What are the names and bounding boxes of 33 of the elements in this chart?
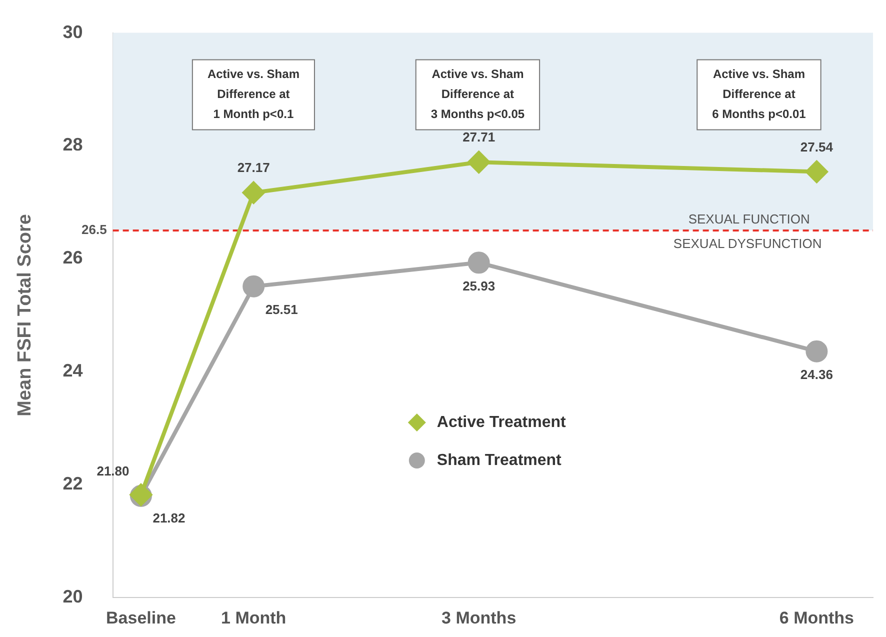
annotation: Active vs. Sham Difference at 3 Months p<0.05: [430, 67, 525, 122]
data-label: 21.82: [152, 510, 186, 526]
x-tick-label: 1 Month: [221, 608, 286, 628]
point: [242, 275, 265, 298]
y-tick-label: 30: [62, 22, 83, 42]
point: [242, 182, 265, 204]
y-axis-title: Mean FSFI Total Score: [14, 214, 36, 416]
y-tick-label: 24: [62, 360, 83, 381]
data-label: 21.80: [96, 464, 130, 479]
point: [468, 151, 490, 174]
data-label: 27.71: [462, 130, 496, 145]
band-label: SEXUAL FUNCTION: [688, 212, 810, 227]
data-label: 27.17: [237, 160, 270, 176]
data-label: 25.93: [462, 278, 496, 294]
x-tick-label: 3 Months: [442, 608, 516, 628]
y-tick-label: 28: [62, 134, 83, 155]
x-tick-label: 6 Months: [779, 608, 854, 628]
point: [806, 340, 828, 362]
data-label: 25.51: [265, 302, 298, 317]
legend-label: Active Treatment: [436, 414, 566, 431]
point: [806, 160, 828, 183]
data-label: 27.54: [800, 139, 834, 154]
y-tick-label: 20: [62, 586, 83, 607]
annotation: SEXUAL DYSFUNCTION: [673, 236, 822, 252]
ref-line-label: 26.5: [82, 222, 107, 238]
annotation: Active vs. Sham Difference at 6 Months p<0.01: [712, 67, 806, 122]
point: [468, 252, 490, 274]
y-tick-label: 26: [62, 248, 83, 268]
annotation: Active vs. Sham Difference at 1 Month p<0.1: [207, 67, 300, 122]
y-tick-label: 22: [62, 474, 83, 494]
data-label: 24.36: [800, 366, 833, 382]
x-tick-label: Baseline: [106, 608, 176, 628]
legend-label: Sham Treatment: [436, 452, 562, 469]
